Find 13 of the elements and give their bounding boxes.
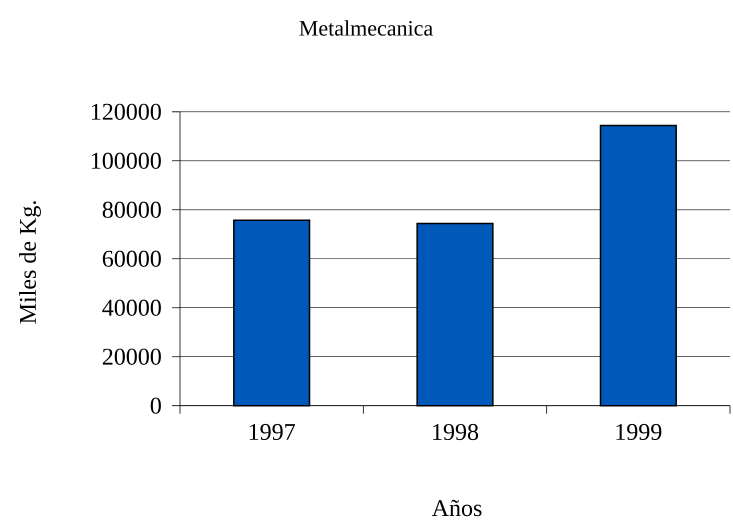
x-axis-title: Años: [432, 500, 482, 516]
y-tick-label: 120000: [92, 104, 161, 120]
chart-title: Metalmecanica: [299, 20, 433, 36]
y-tick-label: 60000: [102, 250, 161, 267]
x-tick-label: 1999: [616, 424, 662, 440]
y-tick-label: 0: [150, 398, 161, 414]
x-tick-label: 1997: [250, 424, 295, 440]
y-axis-title: Miles de Kg.: [19, 201, 41, 324]
x-tick-label: 1998: [433, 424, 478, 440]
y-tick-label: 20000: [102, 348, 161, 365]
y-tick-label: 80000: [102, 202, 161, 218]
y-tick-label: 40000: [102, 300, 161, 316]
y-tick-label: 100000: [92, 152, 161, 169]
